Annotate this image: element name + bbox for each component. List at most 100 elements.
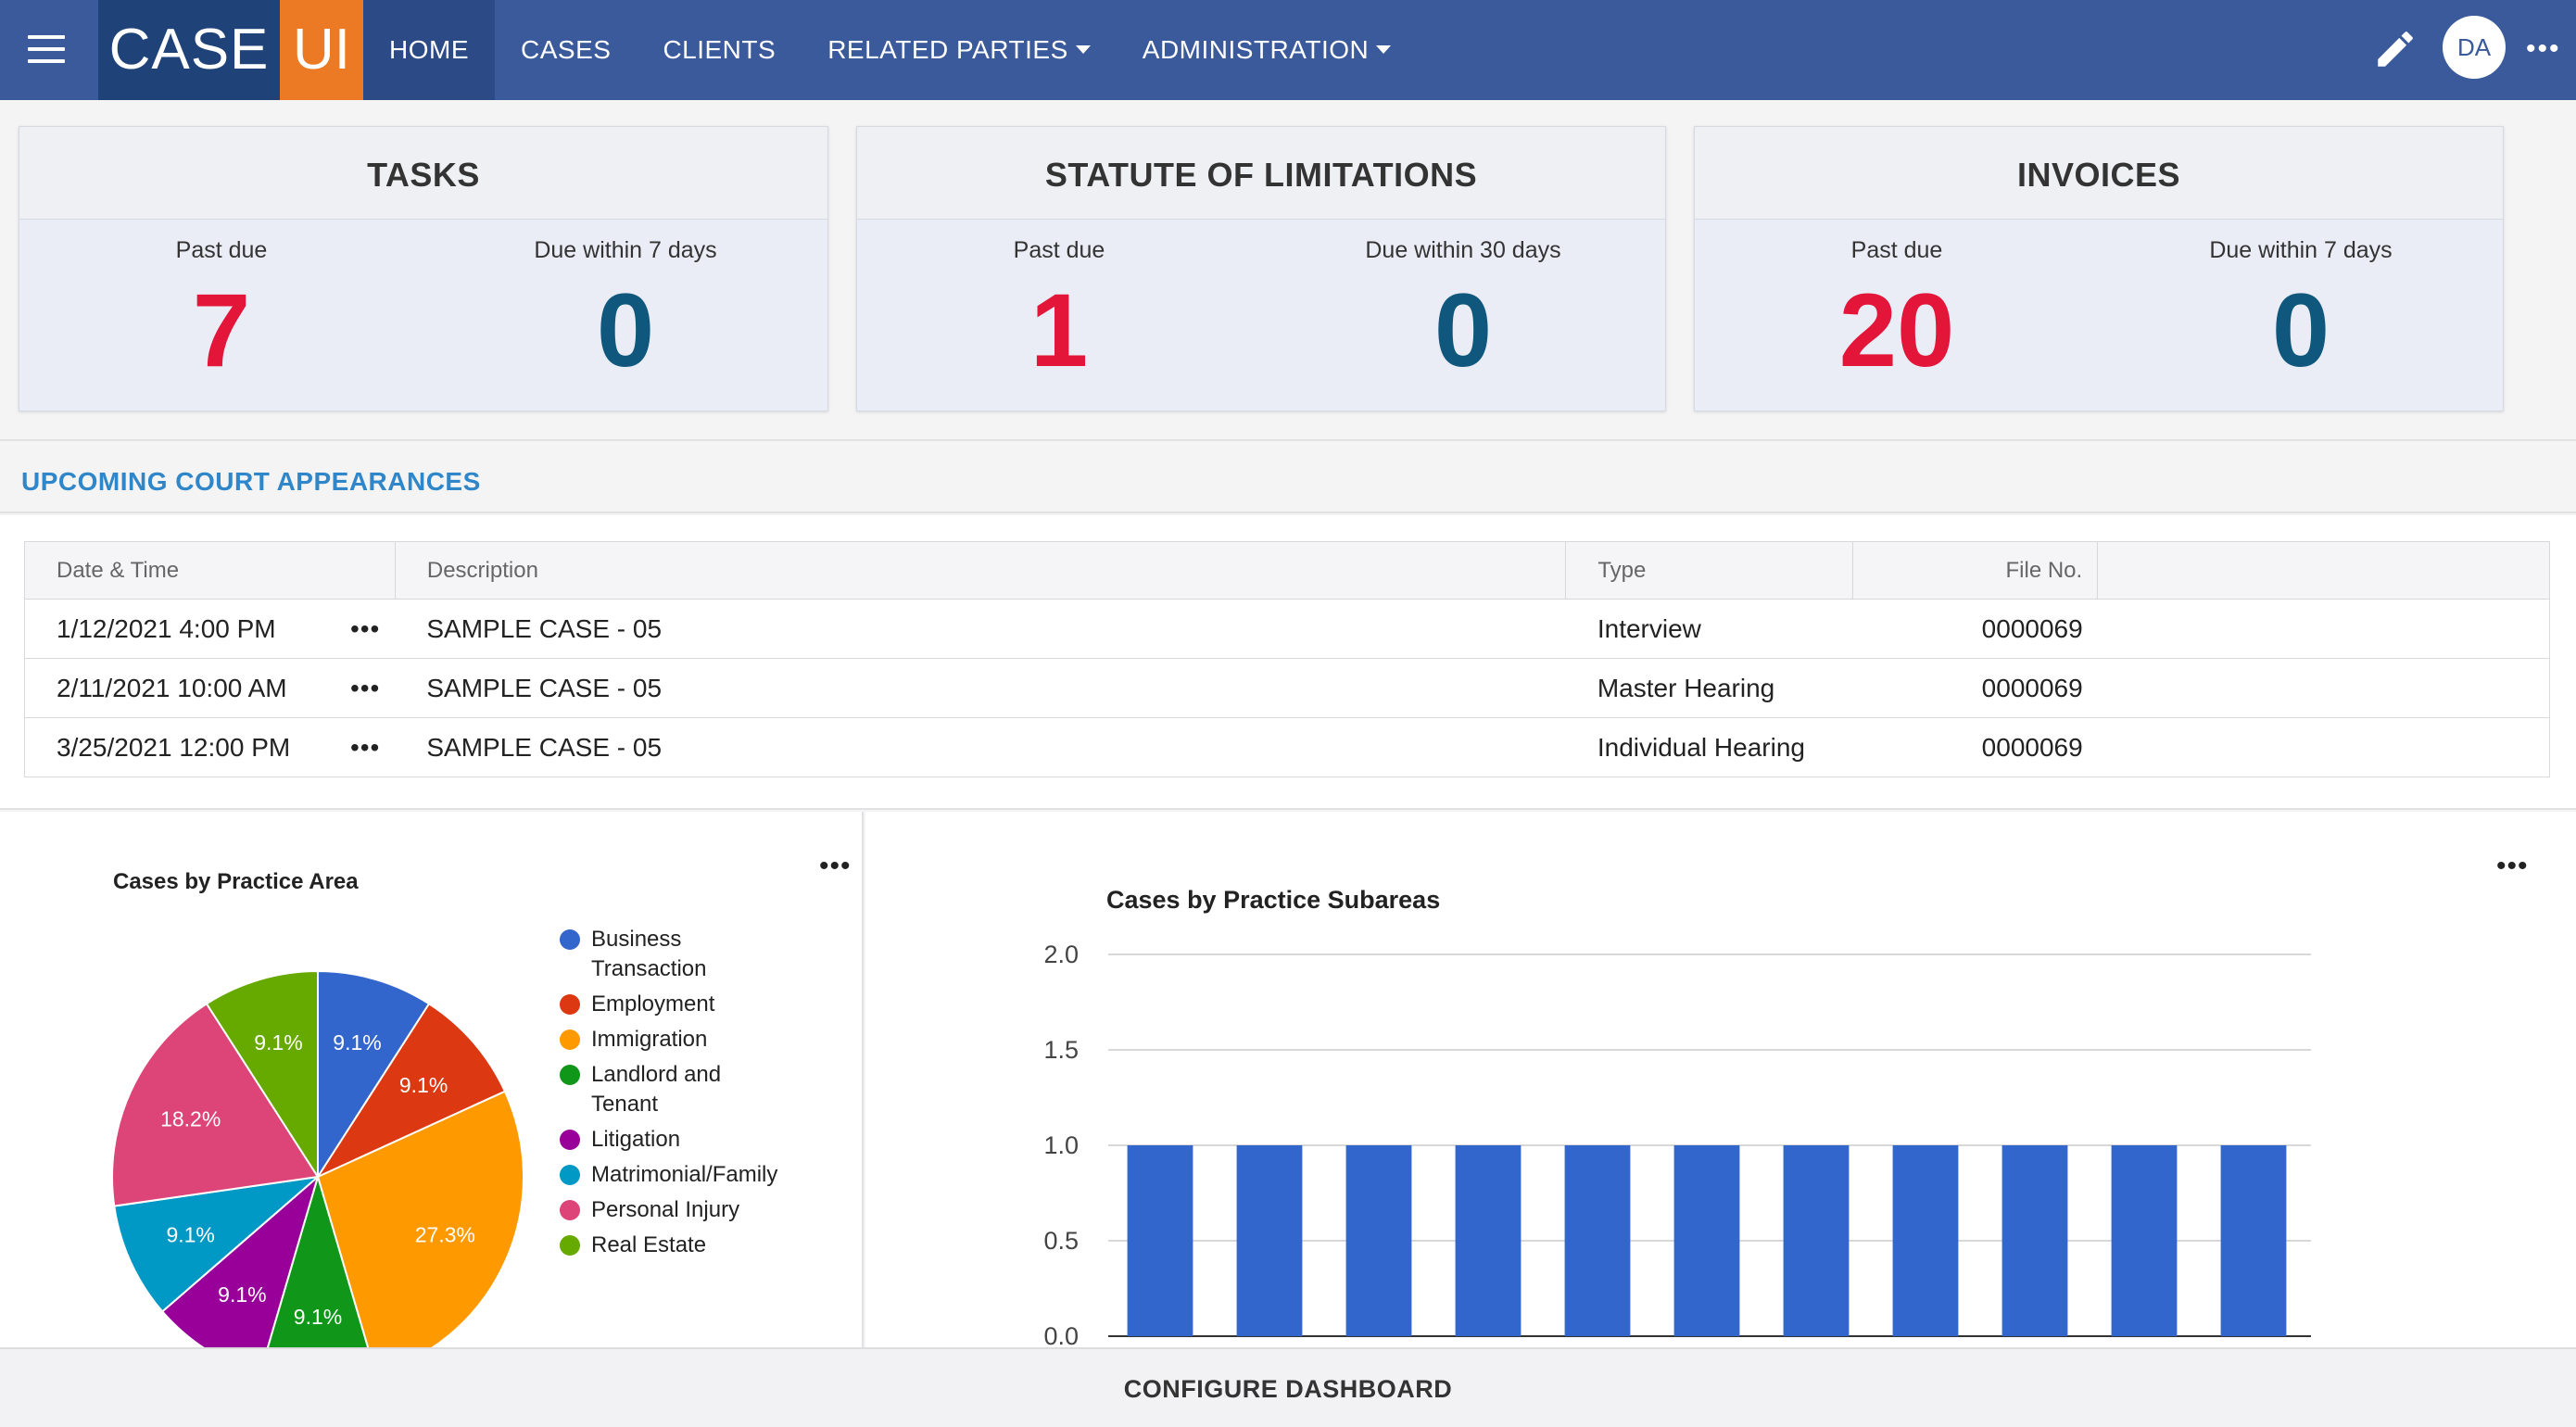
bar[interactable] (2220, 1145, 2287, 1336)
pie-chart: 9.1% 9.1% 27.3% 9.1% 9.1% 9.1% 18.2% 9.1% (111, 969, 524, 1349)
user-avatar[interactable]: DA (2443, 16, 2506, 79)
date-time-text: 2/11/2021 10:00 AM (57, 673, 287, 702)
table-header-row: Date & Time Description Type File No. (24, 541, 2550, 600)
date-time-text: 3/25/2021 12:00 PM (57, 732, 291, 762)
nav-administration-label: ADMINISTRATION (1142, 35, 1370, 64)
practice-subareas-chart-panel: ••• Cases by Practice Subareas 2.0 1.5 1.0… (865, 812, 2576, 1349)
bar[interactable] (1673, 1145, 1740, 1336)
table-row[interactable]: 3/25/2021 12:00 PM ••• SAMPLE CASE - 05 I… (24, 717, 2550, 777)
y-tick-label: 1.5 (1043, 1036, 1079, 1064)
y-tick-label: 0.0 (1043, 1322, 1079, 1349)
bar[interactable] (1564, 1145, 1631, 1336)
legend-swatch (560, 1130, 580, 1150)
nav-administration[interactable]: ADMINISTRATION (1117, 0, 1417, 100)
date-time-cell: 2/11/2021 10:00 AM ••• (24, 658, 396, 718)
legend-item[interactable]: Real Estate (560, 1231, 777, 1260)
column-header-file-no[interactable]: File No. (1852, 541, 2099, 600)
bar[interactable] (1783, 1145, 1850, 1336)
nav-home[interactable]: HOME (363, 0, 495, 100)
legend-item[interactable]: Employment (560, 990, 777, 1019)
description-cell[interactable]: SAMPLE CASE - 05 (395, 599, 1566, 659)
bar[interactable] (2001, 1145, 2068, 1336)
tasks-card: TASKS Past due 7 Due within 7 days 0 (19, 126, 828, 411)
appearances-table: Date & Time Description Type File No. 1/… (24, 541, 2550, 777)
legend-item[interactable]: Litigation (560, 1125, 777, 1155)
invoices-card: INVOICES Past due 20 Due within 7 days 0 (1694, 126, 2504, 411)
nav-cases-label: CASES (521, 35, 612, 64)
tasks-due-soon[interactable]: Due within 7 days 0 (423, 220, 827, 410)
pie-slice-label: 27.3% (415, 1223, 475, 1247)
sol-past-due[interactable]: Past due 1 (857, 220, 1261, 410)
invoices-due-soon[interactable]: Due within 7 days 0 (2099, 220, 2503, 410)
legend-item[interactable]: Matrimonial/Family (560, 1160, 777, 1190)
bar[interactable] (1236, 1145, 1303, 1336)
y-tick-label: 2.0 (1043, 941, 1079, 968)
card-title: INVOICES (1695, 127, 2503, 220)
legend-swatch (560, 1235, 580, 1256)
description-cell[interactable]: SAMPLE CASE - 05 (395, 717, 1566, 777)
pie-slice-label: 18.2% (160, 1106, 221, 1130)
row-actions-icon[interactable]: ••• (349, 732, 381, 762)
pie-slice[interactable] (111, 1002, 320, 1207)
nav-related-parties[interactable]: RELATED PARTIES (802, 0, 1117, 100)
pie-slice[interactable] (113, 1175, 322, 1313)
app-logo[interactable]: CASE UI (98, 0, 363, 100)
table-row[interactable]: 1/12/2021 4:00 PM ••• SAMPLE CASE - 05 In… (24, 599, 2550, 659)
type-cell: Interview (1565, 599, 1853, 659)
column-header-type[interactable]: Type (1565, 541, 1854, 600)
description-cell[interactable]: SAMPLE CASE - 05 (395, 658, 1566, 718)
row-actions-icon[interactable]: ••• (349, 613, 381, 643)
nav-related-parties-label: RELATED PARTIES (827, 35, 1068, 64)
column-header-spacer (2097, 541, 2550, 600)
bar[interactable] (1892, 1145, 1959, 1336)
file-no-cell[interactable]: 0000069 (1852, 717, 2098, 777)
configure-dashboard-button[interactable]: CONFIGURE DASHBOARD (0, 1347, 2576, 1427)
table-row[interactable]: 2/11/2021 10:00 AM ••• SAMPLE CASE - 05 M… (24, 658, 2550, 718)
pie-slice[interactable] (160, 1174, 320, 1349)
legend-item[interactable]: Personal Injury (560, 1195, 777, 1225)
file-no-cell[interactable]: 0000069 (1852, 599, 2098, 659)
pie-slice[interactable] (205, 969, 319, 1181)
stat-value: 20 (1838, 272, 1955, 388)
legend-item[interactable]: Immigration (560, 1025, 777, 1054)
date-time-text: 1/12/2021 4:00 PM (57, 613, 276, 643)
pie-slice[interactable] (317, 969, 431, 1181)
file-no-cell[interactable]: 0000069 (1852, 658, 2098, 718)
date-time-cell: 3/25/2021 12:00 PM ••• (24, 717, 396, 777)
more-horizontal-icon[interactable]: ••• (2526, 33, 2561, 64)
column-header-date-time[interactable]: Date & Time (24, 541, 396, 600)
legend-item[interactable]: Business Transaction (560, 925, 777, 984)
bar[interactable] (1455, 1145, 1522, 1336)
caret-down-icon (1075, 45, 1091, 55)
pie-slice-label: 9.1% (333, 1030, 381, 1054)
bar[interactable] (2111, 1145, 2178, 1336)
column-header-description[interactable]: Description (394, 541, 1567, 600)
sol-due-soon[interactable]: Due within 30 days 0 (1261, 220, 1665, 410)
bar[interactable] (1127, 1145, 1193, 1336)
invoices-past-due[interactable]: Past due 20 (1695, 220, 2099, 410)
pie-slice-label: 9.1% (254, 1030, 302, 1054)
pie-slice-label: 9.1% (399, 1073, 448, 1097)
menu-icon[interactable] (28, 35, 65, 63)
card-title: STATUTE OF LIMITATIONS (857, 127, 1665, 220)
row-actions-icon[interactable]: ••• (349, 673, 381, 702)
pie-slice[interactable] (259, 1173, 375, 1349)
stat-value: 0 (2271, 272, 2330, 388)
pencil-icon[interactable] (2372, 26, 2418, 72)
chart-options-icon[interactable]: ••• (819, 851, 852, 881)
bar[interactable] (1345, 1145, 1412, 1336)
top-navigation-bar: CASE UI HOME CASES CLIENTS RELATED PARTI… (0, 0, 2576, 100)
pie-slice[interactable] (316, 1090, 524, 1349)
legend-item[interactable]: Landlord and Tenant (560, 1060, 777, 1119)
y-tick-label: 0.5 (1043, 1227, 1079, 1255)
legend-label: Landlord and Tenant (591, 1062, 722, 1117)
stat-label: Past due (175, 237, 268, 263)
chart-options-icon[interactable]: ••• (2496, 851, 2529, 881)
nav-cases[interactable]: CASES (495, 0, 637, 100)
logo-ui-text: UI (280, 0, 363, 100)
tasks-past-due[interactable]: Past due 7 (19, 220, 423, 410)
section-title: UPCOMING COURT APPEARANCES (21, 467, 481, 496)
pie-slice[interactable] (315, 1002, 507, 1180)
nav-clients[interactable]: CLIENTS (637, 0, 802, 100)
legend-label: Business Transaction (591, 927, 707, 981)
